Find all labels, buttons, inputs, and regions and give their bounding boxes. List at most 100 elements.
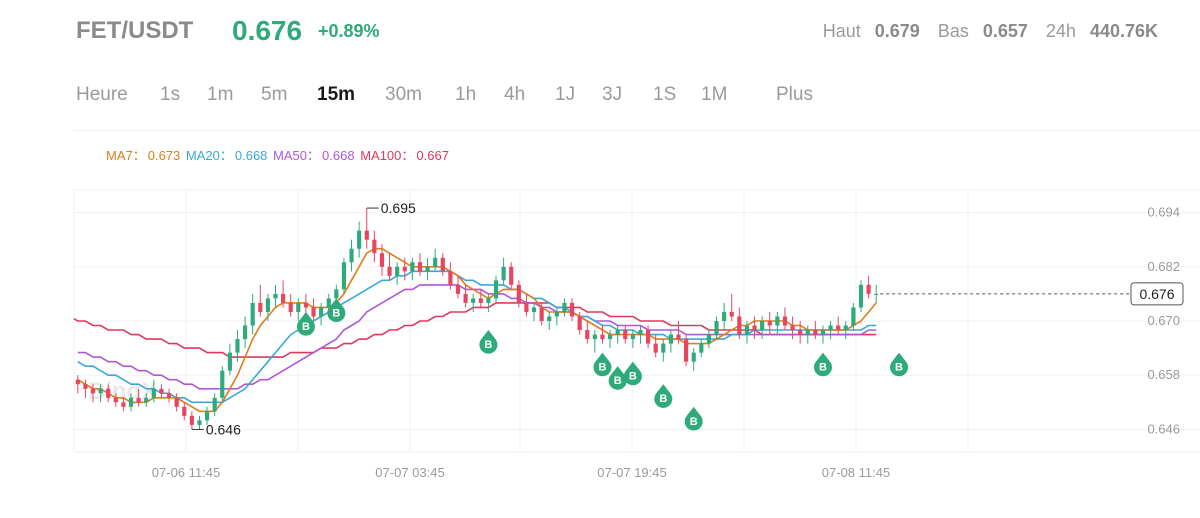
candle bbox=[493, 275, 499, 303]
ma20-value: 0.668 bbox=[234, 148, 268, 163]
candle-body bbox=[638, 330, 643, 335]
buy-marker-icon: B bbox=[890, 352, 909, 377]
candle-body bbox=[607, 334, 613, 340]
candle-body bbox=[128, 397, 134, 407]
candle-body bbox=[197, 420, 202, 425]
candle-body bbox=[220, 370, 225, 398]
candle-body bbox=[455, 284, 461, 294]
candle-body bbox=[227, 352, 232, 371]
candle-body bbox=[136, 397, 141, 403]
candle-body bbox=[562, 302, 567, 312]
candle bbox=[600, 325, 605, 344]
candle-body bbox=[729, 311, 734, 317]
candle bbox=[136, 388, 141, 407]
tab-timeframe-15m[interactable]: 15m bbox=[317, 84, 356, 105]
candle bbox=[341, 257, 347, 294]
low-value: 0.657 bbox=[982, 21, 1028, 41]
tab-timeframe-1m[interactable]: 1m bbox=[207, 84, 234, 105]
tab-timeframe-30m[interactable]: 30m bbox=[385, 84, 422, 105]
candle bbox=[760, 316, 765, 340]
buy-marker-shape bbox=[813, 352, 832, 377]
candle-body bbox=[288, 302, 293, 312]
candle-body bbox=[554, 311, 559, 317]
candle bbox=[554, 307, 559, 326]
buy-marker-label: B bbox=[629, 371, 637, 383]
candle-body bbox=[448, 271, 453, 285]
buy-marker-label: B bbox=[484, 339, 492, 351]
y-tick-label: 0.646 bbox=[1147, 421, 1180, 436]
ticker-header: FET/USDT 0.676 +0.89% Haut 0.679 Bas 0.6… bbox=[0, 0, 1200, 62]
price-stats: Haut 0.679 Bas 0.657 24h 440.76K bbox=[823, 21, 1162, 42]
tab-timeframe-1j[interactable]: 1J bbox=[555, 84, 576, 105]
candle-body bbox=[334, 289, 339, 299]
candle bbox=[562, 298, 567, 317]
candle-body bbox=[189, 415, 194, 425]
tab-timeframe-1s[interactable]: 1s bbox=[160, 84, 181, 105]
candle bbox=[471, 293, 476, 312]
candle-body bbox=[630, 334, 635, 340]
tab-timeframe-4h[interactable]: 4h bbox=[504, 84, 526, 105]
last-price: 0.676 bbox=[232, 15, 303, 46]
ma50-line bbox=[77, 284, 877, 390]
tab-timeframe-3j[interactable]: 3J bbox=[602, 84, 623, 105]
candle-body bbox=[828, 325, 833, 331]
candle bbox=[577, 311, 582, 335]
candle bbox=[90, 384, 96, 403]
current-price-tag-text: 0.676 bbox=[1139, 286, 1174, 302]
candle bbox=[661, 339, 666, 362]
candle-body bbox=[341, 262, 347, 290]
candle-body bbox=[577, 316, 582, 331]
candle bbox=[623, 325, 628, 344]
candle bbox=[699, 339, 704, 358]
candle-body bbox=[684, 339, 689, 362]
candle bbox=[288, 293, 293, 317]
timeframe-time-label[interactable]: Heure bbox=[76, 84, 128, 105]
pair-title[interactable]: FET/USDT bbox=[76, 17, 194, 44]
candle bbox=[273, 284, 278, 308]
candle-body bbox=[440, 257, 445, 272]
tab-timeframe-1s-week[interactable]: 1S bbox=[653, 84, 677, 105]
price-change-percent: +0.89% bbox=[318, 21, 380, 41]
more-timeframes-button[interactable]: Plus bbox=[776, 84, 813, 105]
buy-marker-icon: B bbox=[654, 384, 673, 408]
candles bbox=[75, 208, 879, 430]
candle bbox=[281, 280, 286, 308]
candle bbox=[128, 393, 134, 412]
tab-timeframe-5m[interactable]: 5m bbox=[261, 84, 288, 105]
candle-body bbox=[75, 379, 80, 385]
candle-body bbox=[372, 239, 377, 254]
buy-marker-icon: B bbox=[479, 330, 498, 354]
candle bbox=[790, 316, 795, 340]
low-price-label: 0.646 bbox=[206, 421, 241, 437]
candle-body bbox=[265, 298, 270, 312]
candle bbox=[744, 321, 750, 344]
candle-body bbox=[106, 388, 111, 398]
candle bbox=[265, 293, 270, 321]
buy-marker-icon: B bbox=[296, 311, 315, 336]
candle bbox=[75, 375, 80, 394]
ma7-label: MA7： bbox=[106, 148, 146, 163]
candle bbox=[212, 393, 217, 416]
candle bbox=[235, 330, 240, 362]
candle-body bbox=[714, 321, 719, 335]
candle bbox=[166, 388, 172, 403]
candle-body bbox=[357, 230, 362, 249]
candle-body bbox=[874, 293, 879, 295]
candle bbox=[83, 379, 88, 398]
candle bbox=[220, 366, 225, 403]
x-axis: 07-06 11:45 07-07 03:45 07-07 19:45 07-08 1… bbox=[152, 465, 890, 480]
tab-timeframe-1m-month[interactable]: 1M bbox=[701, 84, 728, 105]
candle-body bbox=[798, 330, 803, 335]
candle-body bbox=[775, 316, 780, 326]
candle-body bbox=[820, 330, 826, 335]
candle bbox=[402, 257, 407, 281]
ma50-value: 0.668 bbox=[322, 148, 355, 163]
tab-timeframe-1h[interactable]: 1h bbox=[455, 84, 477, 105]
candle bbox=[501, 257, 506, 285]
candle-body bbox=[706, 334, 712, 344]
candle-body bbox=[600, 334, 605, 340]
candle-body bbox=[691, 352, 696, 362]
candle-body bbox=[182, 406, 187, 416]
candle bbox=[448, 262, 453, 290]
